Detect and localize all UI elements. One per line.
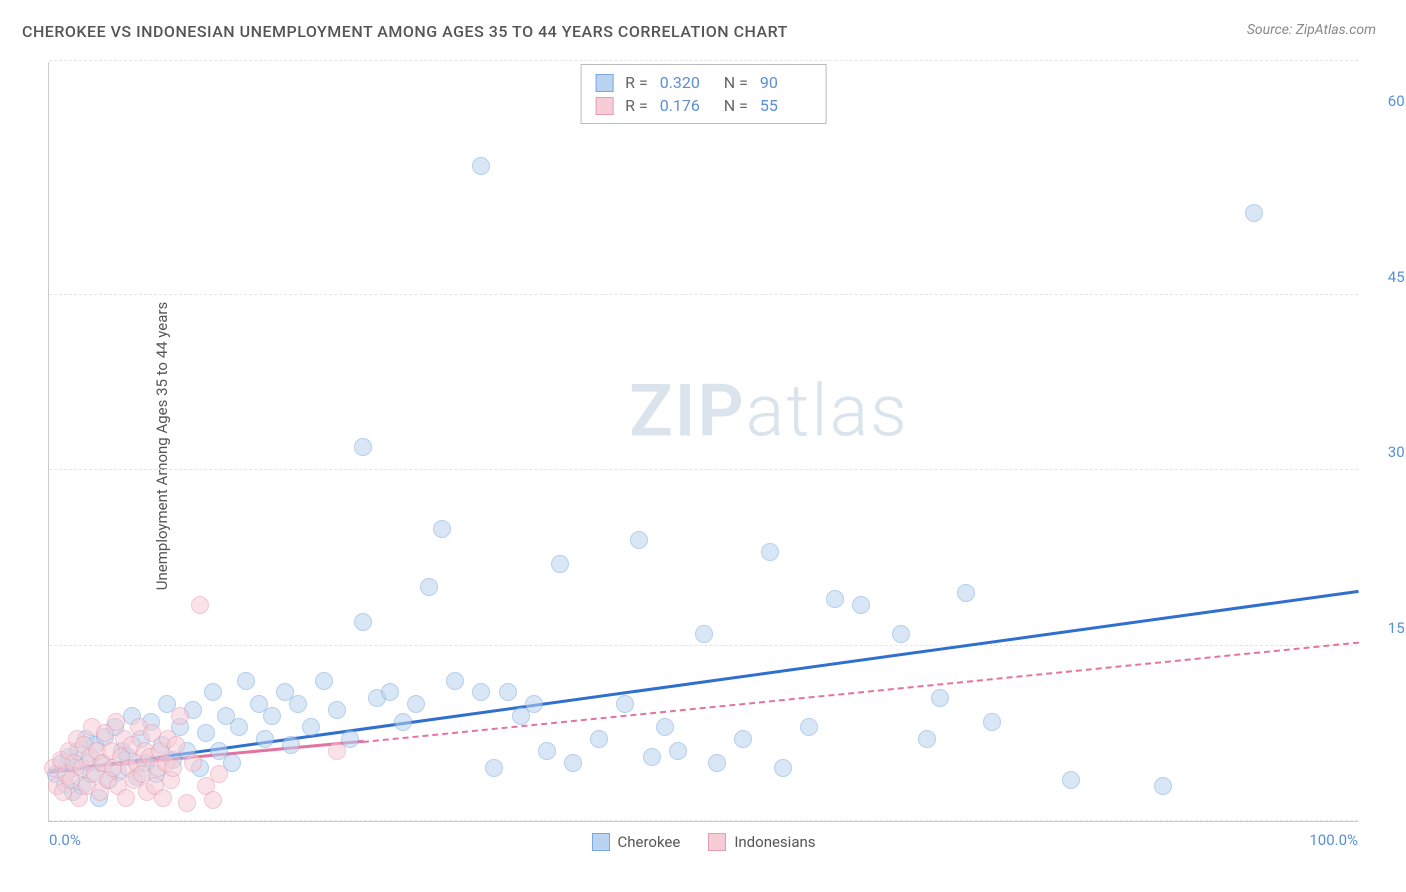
scatter-point (630, 531, 648, 549)
scatter-point (472, 683, 490, 701)
y-tick-label: 45.0% (1368, 268, 1406, 286)
scatter-point (734, 730, 752, 748)
stats-r-label: R = (625, 73, 648, 92)
stats-n-value: 90 (760, 73, 812, 92)
stats-r-label: R = (625, 96, 648, 115)
scatter-point (485, 759, 503, 777)
scatter-point (420, 578, 438, 596)
grid-line (49, 820, 1358, 821)
scatter-point (669, 742, 687, 760)
scatter-point (204, 683, 222, 701)
scatter-point (525, 695, 543, 713)
x-tick-label: 100.0% (1309, 831, 1358, 849)
scatter-point (564, 754, 582, 772)
scatter-point (315, 672, 333, 690)
scatter-point (210, 765, 228, 783)
legend-swatch (591, 833, 609, 851)
y-tick-label: 60.0% (1368, 92, 1406, 110)
scatter-point (230, 718, 248, 736)
scatter-point (381, 683, 399, 701)
stats-row: R = 0.320 N = 90 (595, 71, 812, 94)
scatter-point (643, 748, 661, 766)
grid-line (49, 294, 1358, 295)
scatter-point (164, 759, 182, 777)
scatter-point (1062, 771, 1080, 789)
scatter-point (263, 707, 281, 725)
scatter-point (117, 789, 135, 807)
scatter-point (191, 596, 209, 614)
scatter-point (800, 718, 818, 736)
scatter-point (354, 438, 372, 456)
stats-n-label: N = (724, 73, 748, 92)
legend-item: Indonesians (708, 833, 815, 851)
watermark: ZIPatlas (629, 369, 909, 454)
scatter-point (204, 791, 222, 809)
scatter-point (256, 730, 274, 748)
stats-row: R = 0.176 N = 55 (595, 94, 812, 117)
scatter-point (551, 555, 569, 573)
scatter-point (354, 613, 372, 631)
legend-item: Cherokee (591, 833, 680, 851)
scatter-point (774, 759, 792, 777)
scatter-point (184, 754, 202, 772)
scatter-point (695, 625, 713, 643)
scatter-point (178, 794, 196, 812)
scatter-point (852, 596, 870, 614)
legend-label: Cherokee (617, 833, 680, 851)
scatter-point (237, 672, 255, 690)
scatter-point (957, 584, 975, 602)
scatter-point (1245, 204, 1263, 222)
scatter-point (167, 736, 185, 754)
scatter-point (328, 742, 346, 760)
y-tick-label: 15.0% (1368, 619, 1406, 637)
scatter-point (1154, 777, 1172, 795)
scatter-point (154, 789, 172, 807)
legend-swatch (708, 833, 726, 851)
scatter-point (826, 590, 844, 608)
scatter-point (394, 713, 412, 731)
scatter-point (538, 742, 556, 760)
scatter-point (616, 695, 634, 713)
series-swatch (595, 74, 613, 92)
chart-title: CHEROKEE VS INDONESIAN UNEMPLOYMENT AMON… (22, 22, 788, 41)
legend-label: Indonesians (734, 833, 815, 851)
scatter-point (918, 730, 936, 748)
stats-n-label: N = (724, 96, 748, 115)
scatter-point (499, 683, 517, 701)
scatter-point (656, 718, 674, 736)
grid-line (49, 60, 1358, 61)
scatter-point (289, 695, 307, 713)
scatter-point (472, 157, 490, 175)
scatter-point (107, 713, 125, 731)
legend: Cherokee Indonesians (591, 833, 815, 851)
scatter-point (302, 718, 320, 736)
scatter-point (708, 754, 726, 772)
scatter-point (282, 736, 300, 754)
scatter-point (983, 713, 1001, 731)
scatter-point (590, 730, 608, 748)
scatter-point (433, 520, 451, 538)
grid-line (49, 469, 1358, 470)
scatter-point (931, 689, 949, 707)
grid-line (49, 645, 1358, 646)
scatter-point (171, 707, 189, 725)
x-tick-label: 0.0% (49, 831, 81, 849)
scatter-point (446, 672, 464, 690)
scatter-point (761, 543, 779, 561)
scatter-point (892, 625, 910, 643)
stats-r-value: 0.320 (660, 73, 712, 92)
stats-n-value: 55 (760, 96, 812, 115)
series-swatch (595, 97, 613, 115)
scatter-point (328, 701, 346, 719)
stats-r-value: 0.176 (660, 96, 712, 115)
scatter-point (197, 724, 215, 742)
scatter-plot-area: ZIPatlas R =0.320N =90R =0.176N =55 Cher… (48, 62, 1358, 822)
stats-box: R = 0.320 N = 90 R = 0.176 N = 55 (580, 64, 827, 124)
scatter-point (407, 695, 425, 713)
source-label: Source: ZipAtlas.com (1247, 22, 1376, 38)
y-tick-label: 30.0% (1368, 443, 1406, 461)
